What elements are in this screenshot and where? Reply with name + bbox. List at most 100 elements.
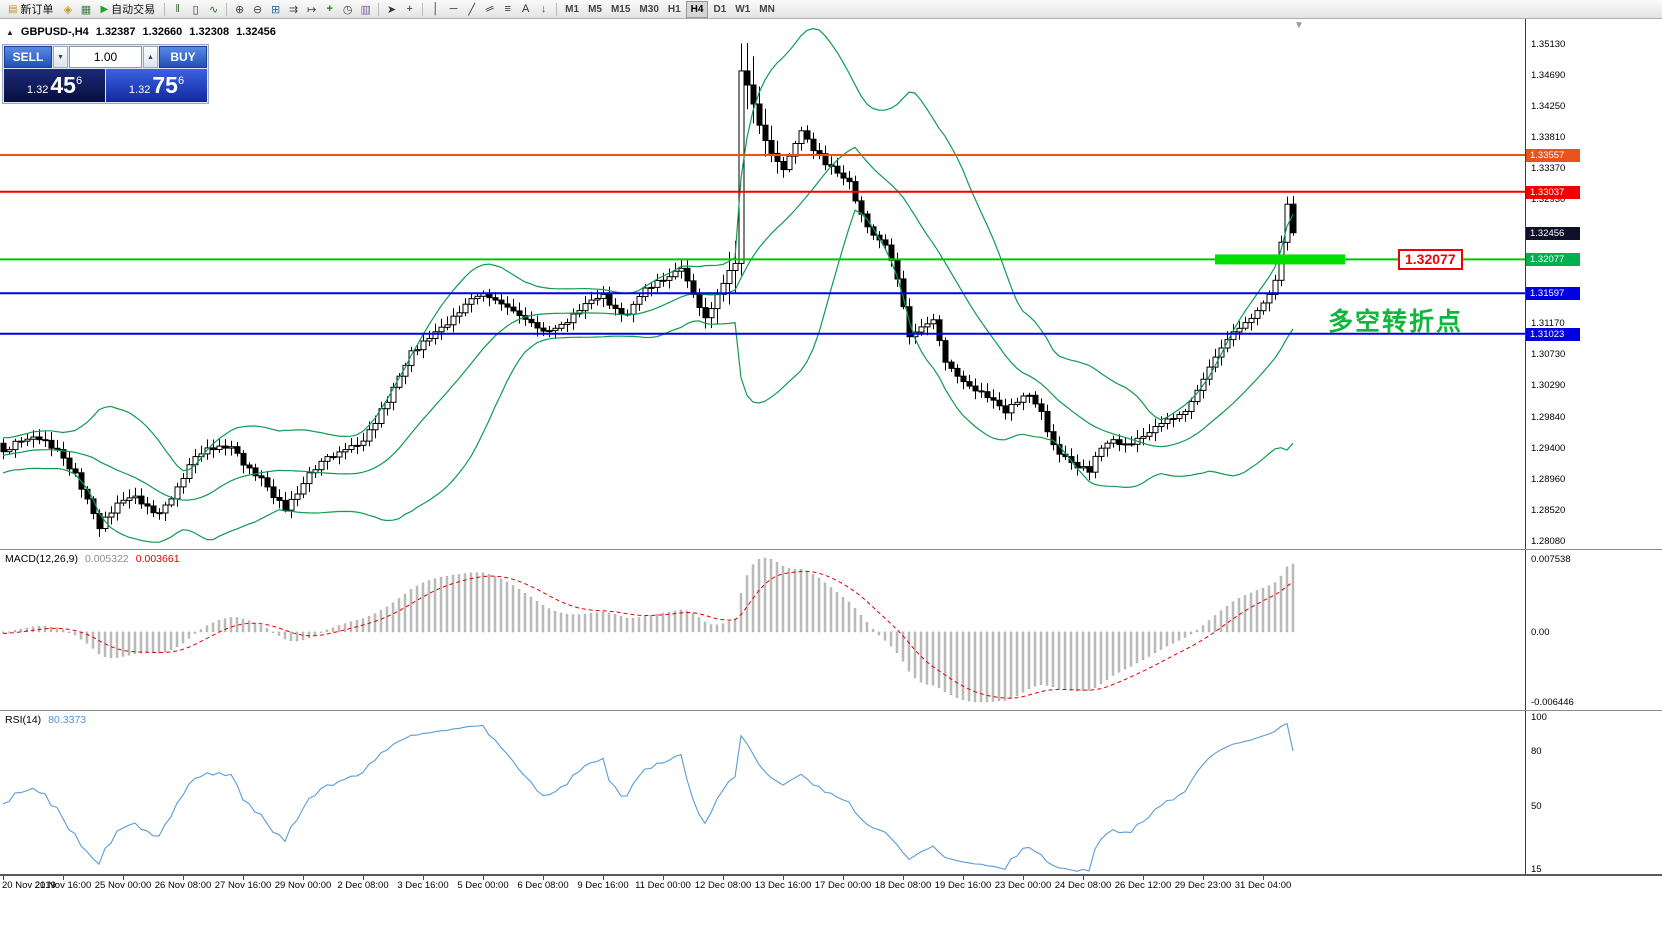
panel-separator[interactable] bbox=[0, 549, 1662, 550]
timeframe-mn[interactable]: MN bbox=[759, 3, 775, 15]
timeframe-h1[interactable]: H1 bbox=[667, 3, 681, 15]
main-chart[interactable]: ▲ GBPUSD-,H4 1.32387 1.32660 1.32308 1.3… bbox=[0, 18, 1525, 549]
time-axis-label: 29 Dec 23:00 bbox=[1174, 880, 1232, 891]
volume-input[interactable] bbox=[69, 46, 142, 68]
symbol-name: GBPUSD-,H4 bbox=[20, 26, 89, 38]
rsi-name: RSI(14) bbox=[5, 714, 42, 726]
indicators-icon[interactable]: + bbox=[326, 3, 333, 15]
auto-trading-button[interactable]: ▶ 自动交易 bbox=[95, 1, 160, 17]
toolbar-separator bbox=[556, 2, 558, 16]
line-chart-icon[interactable]: ∿ bbox=[209, 3, 219, 16]
vertical-line-icon[interactable]: │ bbox=[432, 3, 440, 15]
cursor-icon[interactable]: ➤ bbox=[387, 3, 397, 16]
macd-panel[interactable]: MACD(12,26,9) 0.005322 0.003661 bbox=[0, 550, 1525, 710]
ohlc-high: 1.32660 bbox=[142, 26, 183, 38]
timeframe-d1[interactable]: D1 bbox=[713, 3, 727, 15]
time-tick bbox=[243, 876, 244, 880]
time-axis[interactable]: 20 Nov 2019 21 Nov 16:00 25 Nov 00:00 26 No… bbox=[0, 875, 1662, 945]
time-axis-label: 13 Dec 16:00 bbox=[754, 880, 812, 891]
timeframe-m5[interactable]: M5 bbox=[588, 3, 602, 15]
new-order-icon: ▤ bbox=[8, 3, 18, 15]
time-axis-label: 18 Dec 08:00 bbox=[874, 880, 932, 891]
toolbar: ▤ 新订单 ◈ ▦ ▶ 自动交易 ‖ ▯ ∿ ⊕ ⊖ ⊞ ⇉ ↦ + ◷ ▥ ➤ + │ ─ ╱ ═ ≡ A ↓ M1 M5 M15 M3… bbox=[0, 0, 1662, 19]
panel-separator[interactable] bbox=[0, 874, 1662, 875]
macd-name: MACD(12,26,9) bbox=[5, 553, 78, 565]
time-tick bbox=[183, 876, 184, 880]
periods-icon[interactable]: ◷ bbox=[342, 3, 353, 16]
time-axis-label: 31 Dec 04:00 bbox=[1234, 880, 1292, 891]
auto-scroll-icon[interactable]: ⇉ bbox=[289, 3, 299, 16]
time-tick bbox=[483, 876, 484, 880]
time-axis-label: 27 Nov 16:00 bbox=[214, 880, 272, 891]
tile-windows-icon[interactable]: ⊞ bbox=[271, 3, 281, 16]
price-axis[interactable]: 1.35130 1.34690 1.34250 1.33810 1.33370 1.329… bbox=[1525, 18, 1662, 875]
annotation-text-cn[interactable]: 多空转折点 bbox=[1328, 308, 1464, 336]
price-axis-label: 1.30730 bbox=[1531, 349, 1566, 361]
time-tick bbox=[63, 876, 64, 880]
channel-icon[interactable]: ═ bbox=[483, 1, 496, 17]
time-axis-label: 26 Dec 12:00 bbox=[1114, 880, 1172, 891]
sell-price-prefix: 1.32 bbox=[26, 83, 49, 96]
horizontal-line-icon[interactable]: ─ bbox=[449, 3, 458, 15]
chart-shift-marker-icon[interactable]: ▼ bbox=[1294, 20, 1304, 31]
zoom-out-icon[interactable]: ⊖ bbox=[253, 3, 263, 16]
price-axis-label: 1.34690 bbox=[1531, 70, 1566, 82]
toolbar-separator bbox=[378, 2, 380, 16]
volume-decrease-button[interactable]: ▼ bbox=[53, 46, 68, 68]
trendline-icon[interactable]: ╱ bbox=[468, 3, 475, 16]
time-tick bbox=[1143, 876, 1144, 880]
timeframe-m1[interactable]: M1 bbox=[565, 3, 580, 15]
sell-button[interactable]: SELL bbox=[4, 46, 52, 68]
time-tick bbox=[123, 876, 124, 880]
buy-button[interactable]: BUY bbox=[159, 46, 207, 68]
bar-chart-icon[interactable]: ‖ bbox=[175, 3, 180, 15]
timeframe-m30[interactable]: M30 bbox=[639, 3, 659, 15]
time-axis-label: 19 Dec 16:00 bbox=[934, 880, 992, 891]
time-axis-label: 17 Dec 00:00 bbox=[814, 880, 872, 891]
market-watch-icon[interactable]: ▦ bbox=[80, 3, 92, 16]
chart-shift-icon[interactable]: ↦ bbox=[307, 3, 317, 16]
price-axis-label: 1.35130 bbox=[1531, 39, 1566, 51]
zoom-in-icon[interactable]: ⊕ bbox=[235, 3, 245, 16]
templates-icon[interactable]: ▥ bbox=[360, 3, 371, 16]
time-tick bbox=[3, 876, 4, 880]
ohlc-low: 1.32308 bbox=[189, 26, 230, 38]
text-icon[interactable]: A bbox=[521, 3, 530, 15]
time-tick bbox=[603, 876, 604, 880]
rsi-value: 80.3373 bbox=[48, 714, 87, 726]
volume-increase-button[interactable]: ▲ bbox=[143, 46, 158, 68]
toolbar-separator bbox=[422, 2, 424, 16]
time-axis-label: 9 Dec 16:00 bbox=[577, 880, 629, 891]
alerts-icon[interactable]: ◈ bbox=[63, 3, 73, 16]
timeframe-m15[interactable]: M15 bbox=[610, 3, 631, 15]
fibonacci-icon[interactable]: ≡ bbox=[504, 3, 511, 15]
price-badge: 1.31597 bbox=[1526, 287, 1580, 301]
rsi-axis-label: 80 bbox=[1531, 745, 1542, 757]
price-annotation[interactable]: 1.32077 bbox=[1398, 249, 1463, 270]
macd-label: MACD(12,26,9) 0.005322 0.003661 bbox=[5, 553, 180, 565]
rsi-chart[interactable] bbox=[0, 711, 1525, 875]
time-axis-label: 2 Dec 08:00 bbox=[337, 880, 389, 891]
buy-price-display[interactable]: 1.32 75 6 bbox=[106, 69, 207, 102]
sell-price-display[interactable]: 1.32 45 6 bbox=[4, 69, 105, 102]
macd-chart[interactable] bbox=[0, 550, 1525, 710]
crosshair-icon[interactable]: + bbox=[406, 3, 413, 15]
arrows-icon[interactable]: ↓ bbox=[540, 3, 547, 15]
autotrade-play-icon: ▶ bbox=[100, 3, 109, 15]
new-order-button[interactable]: ▤ 新订单 bbox=[3, 1, 58, 17]
rsi-panel[interactable]: RSI(14) 80.3373 bbox=[0, 711, 1525, 875]
candlestick-chart-icon[interactable]: ▯ bbox=[192, 3, 199, 16]
timeframe-w1[interactable]: W1 bbox=[735, 3, 751, 15]
price-badge: 1.32456 bbox=[1526, 226, 1580, 240]
macd-axis-label: 0.007538 bbox=[1531, 554, 1571, 565]
time-tick bbox=[303, 876, 304, 880]
time-tick bbox=[1083, 876, 1084, 880]
time-axis-label: 26 Nov 08:00 bbox=[154, 880, 212, 891]
panel-separator[interactable] bbox=[0, 710, 1662, 711]
buy-price-prefix: 1.32 bbox=[128, 83, 151, 96]
timeframe-h4[interactable]: H4 bbox=[685, 0, 709, 18]
time-axis-label: 20 Nov 2019 bbox=[2, 880, 56, 891]
candlestick-chart[interactable] bbox=[0, 18, 1525, 549]
time-tick bbox=[903, 876, 904, 880]
time-tick bbox=[1023, 876, 1024, 880]
